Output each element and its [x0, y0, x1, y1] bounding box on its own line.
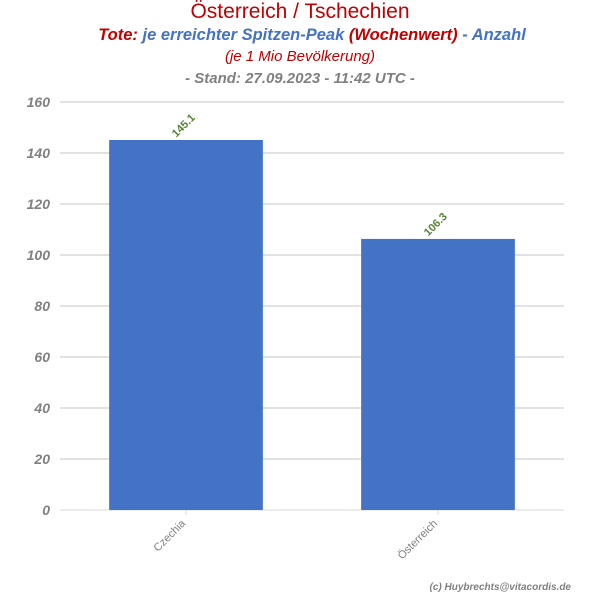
x-tick-label: Czechia	[152, 517, 189, 554]
bar-value-label: 145.1	[170, 112, 198, 140]
y-tick-label: 0	[42, 502, 50, 518]
y-tick-label: 160	[27, 94, 51, 110]
subtitle-anzahl: - Anzahl	[458, 26, 527, 44]
y-tick-label: 60	[34, 349, 50, 365]
subtitle-tote: Tote:	[98, 26, 142, 44]
x-axis-ticks: Czechia Österreich	[152, 510, 440, 562]
x-tick-label: Österreich	[396, 518, 440, 562]
chart-title: Österreich / Tschechien	[190, 0, 409, 23]
subtitle-peak: je erreichter Spitzen-Peak	[141, 26, 349, 44]
chart-subtitle-date: - Stand: 27.09.2023 - 11:42 UTC -	[185, 70, 415, 87]
y-tick-label: 40	[33, 400, 50, 416]
y-tick-label: 80	[34, 298, 50, 314]
subtitle-wochenwert: (Wochenwert)	[349, 26, 458, 44]
bar	[109, 139, 263, 510]
y-tick-label: 140	[27, 145, 51, 161]
y-tick-label: 120	[27, 196, 51, 212]
y-axis-ticks: 0 20 40 60 80 100 120 140 160	[27, 94, 51, 518]
bar	[361, 238, 515, 510]
credit-text: (c) Huybrechts@vitacordis.de	[430, 582, 572, 593]
chart-subtitle-population: (je 1 Mio Bevölkerung)	[225, 48, 375, 65]
chart-subtitle: Tote: je erreichter Spitzen-Peak (Wochen…	[98, 26, 526, 44]
y-tick-label: 100	[27, 247, 51, 263]
bars	[109, 139, 515, 510]
y-tick-label: 20	[33, 451, 50, 467]
bar-value-label: 106.3	[422, 211, 450, 239]
